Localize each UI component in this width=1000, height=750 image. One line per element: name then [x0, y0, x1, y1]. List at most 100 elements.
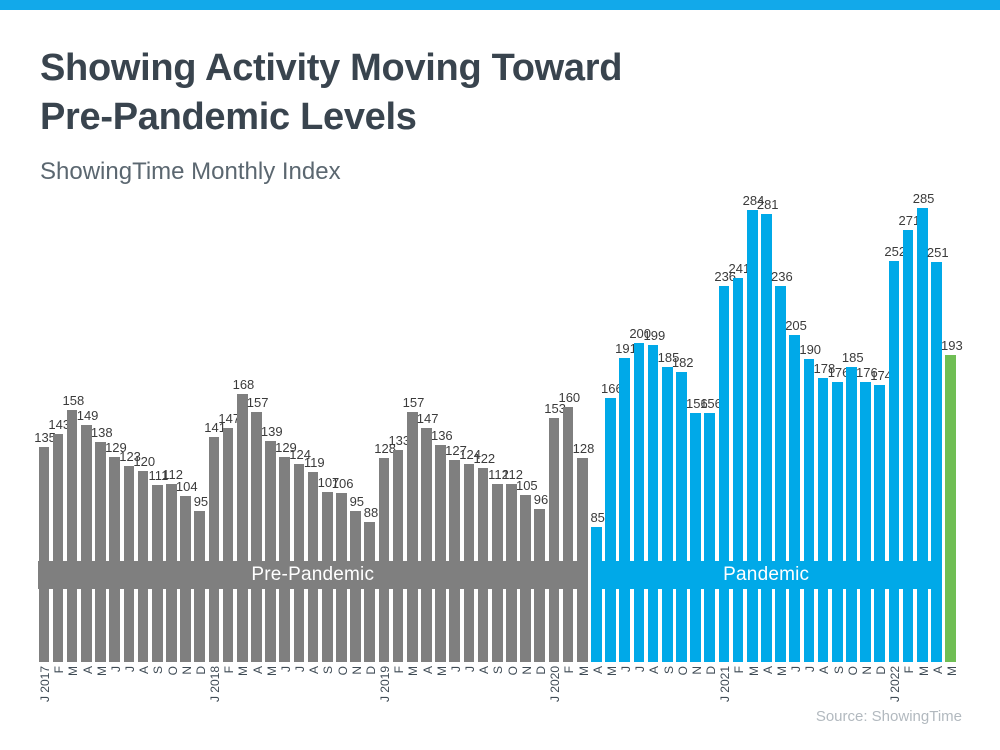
bar-value-label: 153 [544, 401, 567, 416]
bar-cell: 178 [814, 206, 835, 662]
month-tick-label: S [661, 666, 676, 728]
month-tick-label: F [52, 666, 66, 728]
month-tick-label: J [123, 666, 137, 728]
bar-value-label: 156 [686, 396, 708, 411]
bar [109, 457, 120, 662]
month-tick-label-text: J [278, 666, 293, 672]
month-tick-label-text: M [236, 666, 251, 676]
month-tick-label-text: M [406, 666, 421, 676]
bar-cell: 104 [176, 206, 198, 662]
month-tick-label: M [95, 666, 109, 728]
bar-cell: 284 [743, 193, 764, 662]
bar-value-label: 285 [912, 191, 935, 206]
bar-value-label: 157 [402, 395, 425, 410]
bar-value-label: 104 [175, 479, 198, 494]
bar-cell: 158 [63, 206, 84, 662]
month-tick-label-text: S [151, 666, 166, 675]
bar-cell: 191 [615, 206, 637, 662]
month-tick-label: F [392, 666, 406, 728]
month-tick-label: A [251, 666, 265, 728]
month-tick-label-text: F [52, 666, 67, 674]
bar-value-label: 205 [785, 318, 807, 333]
bar-cell: 111 [149, 206, 168, 662]
bar-cell: 133 [388, 206, 410, 662]
bar [562, 407, 574, 662]
month-tick-label-text: J [803, 666, 818, 672]
month-tick-label: M [576, 666, 591, 728]
bar-value-label: 119 [303, 455, 325, 470]
bar [761, 214, 772, 662]
month-tick-label: O [336, 666, 350, 728]
bar-value-label: 252 [884, 244, 907, 259]
bar [38, 447, 50, 662]
month-tick-label-text: N [519, 666, 534, 675]
month-tick-label-text: S [661, 666, 676, 675]
month-tick-label-text: A [817, 666, 832, 675]
month-tick-label-text: A [930, 666, 945, 675]
bar-value-label: 95 [349, 494, 365, 509]
bar-value-label: 129 [275, 440, 297, 455]
chart-subtitle: ShowingTime Monthly Index [40, 158, 341, 185]
bar-value-label: 127 [445, 443, 467, 458]
bar-value-label: 122 [473, 451, 496, 466]
month-tick-label-text: O [335, 666, 350, 676]
month-tick-label: J 2019 [378, 666, 392, 728]
month-tick-label-text: M [746, 666, 761, 676]
bar-cell: 153 [544, 206, 566, 662]
month-tick-label-text: J 2021 [718, 666, 733, 703]
month-tick-label: D [704, 666, 718, 728]
bar-value-label: 124 [289, 447, 311, 462]
bar [591, 527, 602, 662]
period-band-pandemic: Pandemic [590, 561, 942, 589]
bar-value-label: 185 [841, 350, 864, 365]
bar [435, 445, 446, 662]
month-tick-label: J [789, 666, 803, 728]
month-tick-label: J [109, 666, 123, 728]
bar-cell: 136 [431, 206, 453, 662]
bar [746, 210, 758, 662]
bar [945, 355, 956, 662]
bar-value-label: 156 [700, 396, 722, 411]
month-tick-label-text: A [590, 666, 605, 675]
bar [775, 286, 786, 662]
bar-value-label: 185 [657, 350, 680, 365]
month-tick-label-text: J 2022 [888, 666, 903, 703]
bar-cell: 143 [48, 206, 70, 662]
bar-value-label: 143 [48, 417, 71, 432]
bar-cell: 138 [91, 206, 113, 662]
bar [690, 413, 701, 662]
bar-value-label: 105 [515, 478, 538, 493]
bar-cell: 129 [105, 206, 127, 662]
month-tick-label-text: A [477, 666, 492, 675]
bar-cell: 157 [403, 206, 424, 662]
month-tick-label: M [775, 666, 789, 728]
bar-value-label: 149 [76, 408, 99, 423]
bar [392, 450, 404, 662]
bar-cell: 285 [913, 191, 934, 662]
bar-value-label: 166 [600, 381, 623, 396]
month-tick-label-text: M [264, 666, 279, 676]
bar-cell: 124 [289, 206, 311, 662]
bar-cell: 135 [34, 206, 56, 662]
bar-value-label: 85 [590, 510, 605, 525]
month-tick-label: J 2021 [718, 666, 732, 728]
period-band-label: Pandemic [723, 564, 810, 585]
month-tick-label-text: J 2020 [548, 666, 563, 703]
bar [789, 335, 801, 662]
month-tick-label-text: A [307, 666, 322, 675]
bar-cell: 120 [133, 206, 155, 662]
month-tick-label-text: J [463, 666, 478, 672]
bar-value-label: 241 [728, 261, 751, 276]
bar-value-label: 112 [162, 467, 183, 482]
bar [661, 367, 673, 662]
bar-cell: 96 [534, 206, 548, 662]
month-tick-label-text: N [179, 666, 194, 675]
month-tick-label: A [137, 666, 151, 728]
bar [406, 412, 418, 662]
month-tick-label: N [180, 666, 194, 728]
month-tick-label: S [491, 666, 505, 728]
bar-cell: 271 [899, 206, 920, 662]
page-title: Showing Activity Moving Toward Pre-Pande… [40, 44, 622, 142]
month-tick-label-text: S [831, 666, 846, 675]
bar-cell: 128 [374, 206, 396, 662]
